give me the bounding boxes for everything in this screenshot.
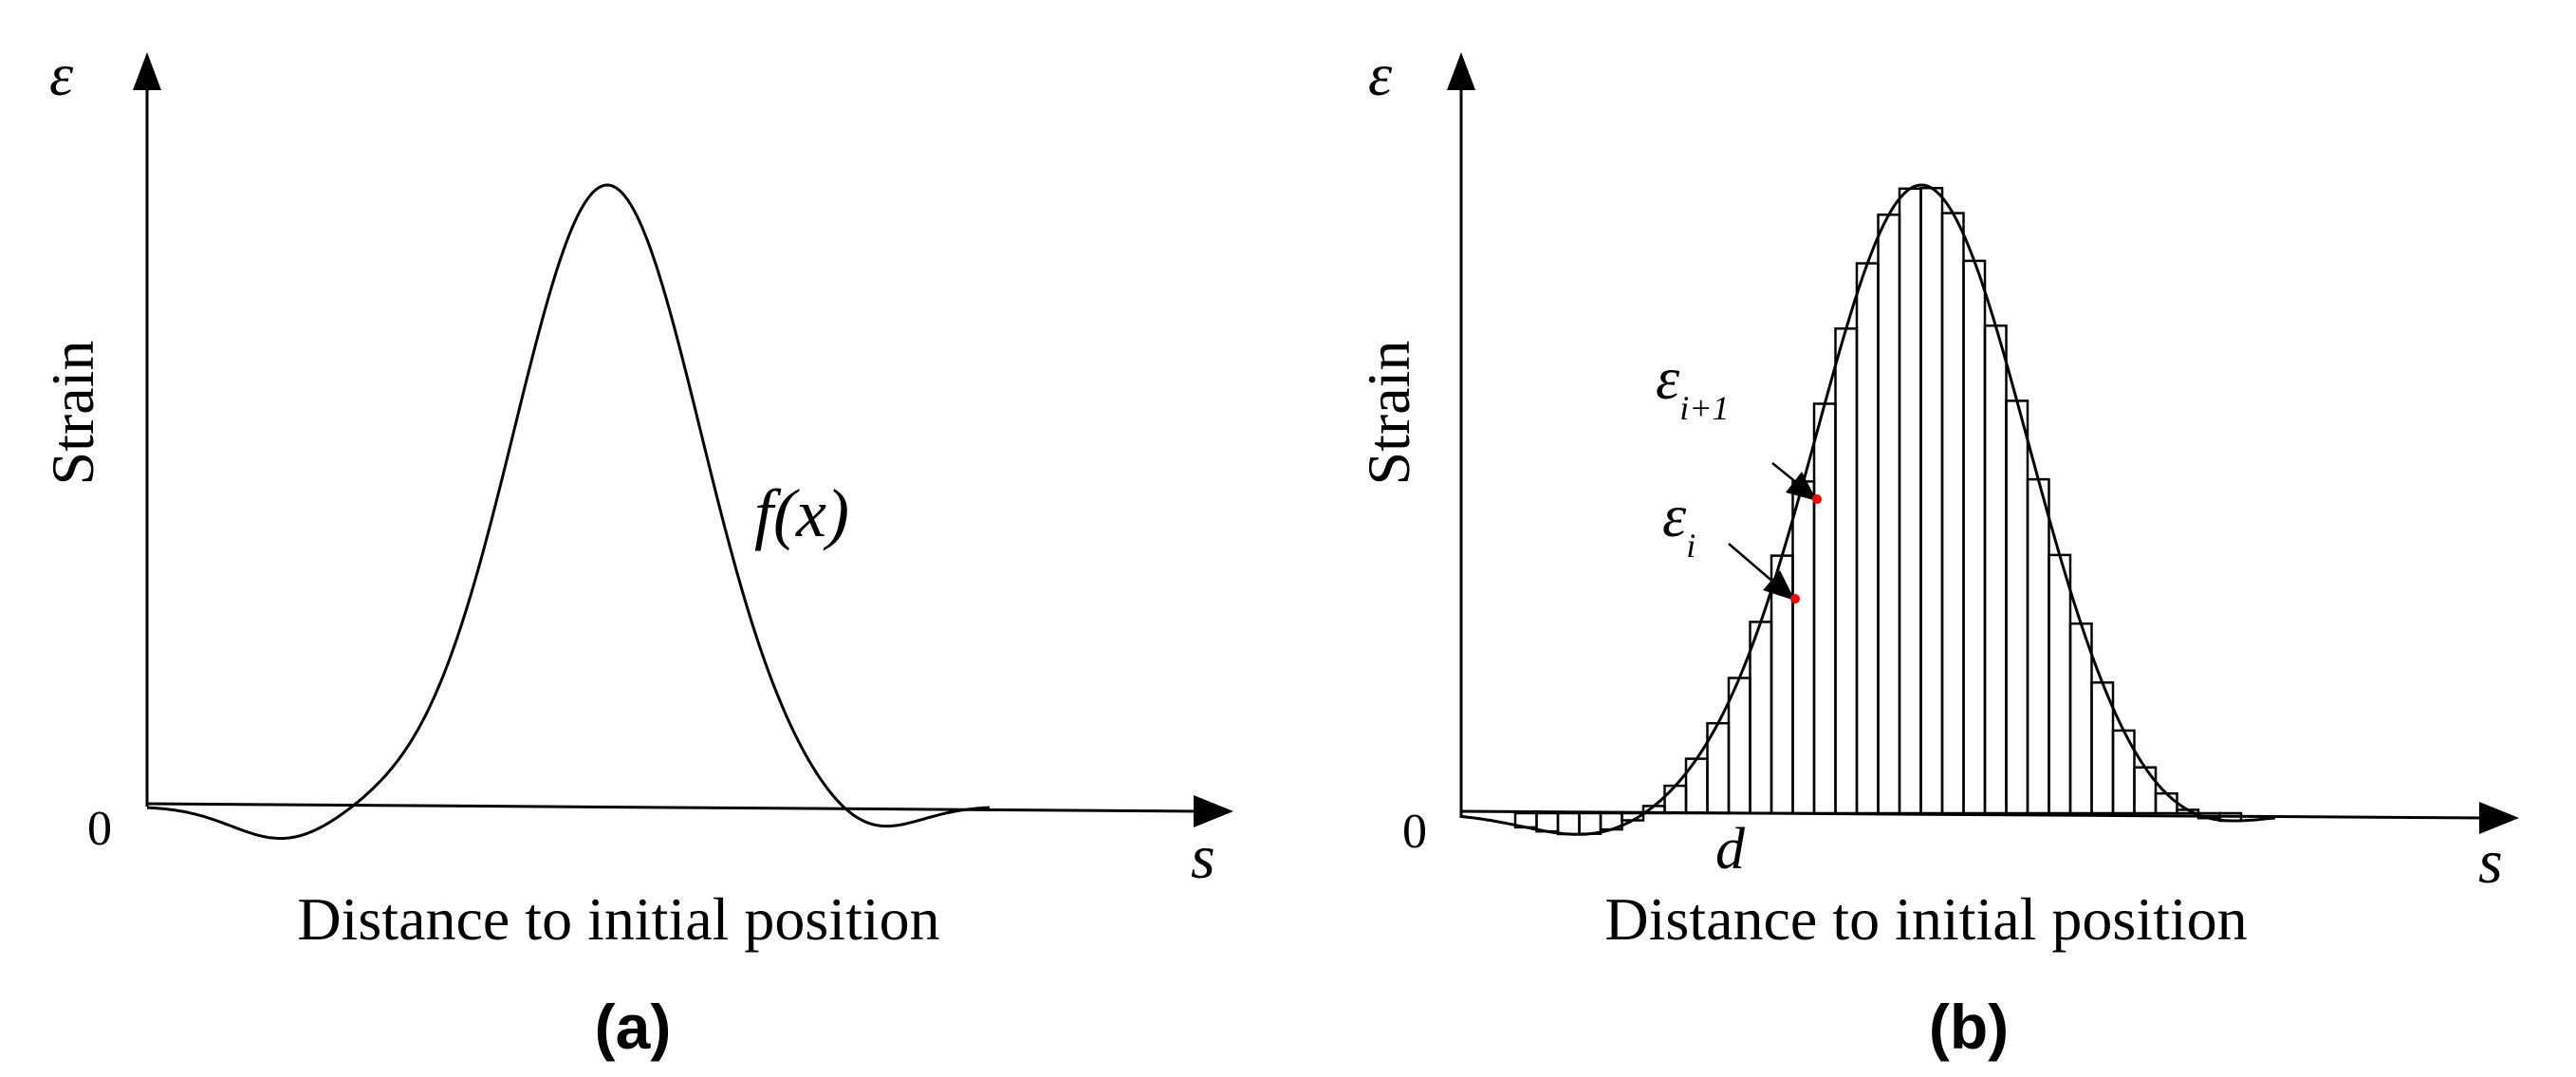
y-axis-symbol: ε bbox=[49, 41, 74, 108]
annotation-subscript: i+1 bbox=[1679, 389, 1729, 427]
y-axis-arrowhead bbox=[1447, 52, 1475, 90]
y-axis-label: Strain bbox=[39, 341, 106, 486]
discretization-bar bbox=[2005, 399, 2029, 815]
origin-label: 0 bbox=[87, 802, 112, 856]
origin-label: 0 bbox=[1402, 805, 1427, 859]
x-axis bbox=[146, 802, 1201, 813]
discretization-bar bbox=[1834, 327, 1859, 815]
discretization-bar bbox=[1877, 214, 1901, 815]
curve-label: f(x) bbox=[754, 475, 849, 551]
y-axis-arrowhead bbox=[133, 52, 161, 90]
strain-curve bbox=[1460, 183, 2276, 836]
panel-b-caption: (b) bbox=[1929, 992, 2009, 1062]
x-axis-label: Distance to initial position bbox=[1604, 885, 2247, 953]
annotation-arrowhead bbox=[1786, 472, 1817, 501]
discretization-bar bbox=[1578, 811, 1603, 835]
x-axis-symbol: s bbox=[1191, 823, 1215, 892]
discretization-bar bbox=[2068, 622, 2093, 815]
x-axis-arrowhead bbox=[1194, 795, 1233, 827]
discretization-bar bbox=[1898, 187, 1922, 815]
annotation-eps-i1: εi+1 bbox=[1656, 344, 1822, 504]
panel-a: ε Strain 0 s Distance to initial positio… bbox=[39, 41, 1233, 1062]
discretization-bar bbox=[2048, 553, 2072, 815]
discretization-bar bbox=[1919, 186, 1944, 815]
discretization-bar bbox=[1983, 324, 2008, 815]
sample-point-marker bbox=[1812, 494, 1822, 504]
annotation-subscript: i bbox=[1686, 527, 1696, 565]
x-axis-label: Distance to initial position bbox=[297, 885, 939, 953]
interval-label: d bbox=[1715, 817, 1746, 882]
annotation-arrowhead bbox=[1763, 570, 1795, 601]
discretization-bar bbox=[1962, 259, 1987, 815]
y-axis-label: Strain bbox=[1355, 341, 1422, 486]
annotation-base: ε bbox=[1662, 482, 1687, 549]
annotation-label: εi+1 bbox=[1656, 344, 1730, 427]
panel-b: εi+1 εi ε Strain 0 d s Distance to initi… bbox=[1355, 41, 2519, 1062]
discretization-bar bbox=[1556, 811, 1581, 836]
sample-point-marker bbox=[1790, 594, 1800, 603]
discretization-bar bbox=[1855, 262, 1880, 815]
discretization-bar bbox=[1940, 212, 1965, 815]
x-axis-arrowhead bbox=[2479, 802, 2519, 834]
panel-a-caption: (a) bbox=[595, 992, 672, 1062]
discretization-bar bbox=[2154, 791, 2178, 815]
discretization-bar bbox=[2026, 477, 2050, 815]
discretization-bar bbox=[1812, 402, 1837, 815]
annotation-eps-i: εi bbox=[1662, 482, 1800, 603]
x-axis-symbol: s bbox=[2478, 827, 2503, 897]
discretization-bar bbox=[1791, 480, 1816, 815]
strain-curve bbox=[146, 183, 991, 840]
discretization-bar bbox=[1749, 621, 1773, 815]
discretization-bar bbox=[1663, 784, 1688, 815]
discretization-bars bbox=[1513, 186, 2243, 836]
annotation-label: εi bbox=[1662, 482, 1696, 565]
annotation-base: ε bbox=[1656, 344, 1680, 412]
y-axis-symbol: ε bbox=[1368, 41, 1393, 108]
discretization-bar bbox=[2133, 766, 2158, 815]
